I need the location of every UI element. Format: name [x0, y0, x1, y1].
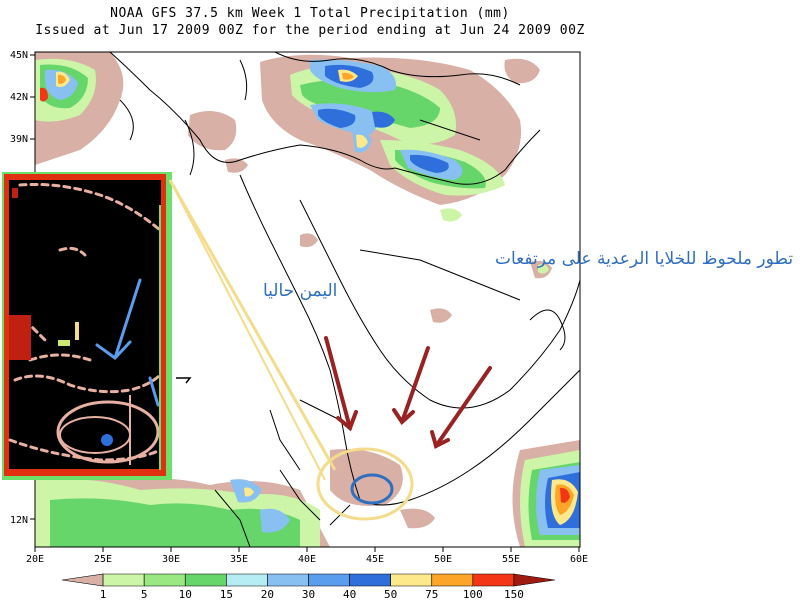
- colorbar-segment: [349, 573, 391, 587]
- colorbar-segment: [61, 573, 104, 587]
- colorbar-label: 50: [384, 588, 397, 600]
- lat-label-45n: 45N: [10, 50, 28, 61]
- colorbar-segment: [390, 573, 433, 587]
- zoom-connector-line-2: [169, 179, 326, 481]
- colorbar-label: 75: [425, 588, 438, 600]
- precipitation-field: [35, 52, 580, 547]
- colorbar-segment: [513, 573, 556, 587]
- colorbar-segment: [308, 573, 350, 587]
- colorbar-segment: [143, 573, 186, 587]
- lon-label-30e: 30E: [162, 554, 180, 565]
- lat-label-12n: 12N: [10, 515, 28, 526]
- lon-label-60e: 60E: [570, 554, 588, 565]
- annotation-line-1: تطور ملحوظ للخلايا الرعدية على مرتفعات: [495, 249, 793, 269]
- highlight-ellipse: [316, 447, 414, 521]
- lat-label-39n: 39N: [10, 134, 28, 145]
- colorbar-label: 40: [343, 588, 356, 600]
- lon-label-35e: 35E: [230, 554, 248, 565]
- colorbar-segment: [431, 573, 474, 587]
- colorbar-label: 10: [179, 588, 192, 600]
- lon-label-50e: 50E: [434, 554, 452, 565]
- colorbar-label: 15: [220, 588, 233, 600]
- lat-label-42n: 42N: [10, 92, 28, 103]
- colorbar-label: 5: [141, 588, 148, 600]
- colorbar-segment: [102, 573, 145, 587]
- map-subtitle: Issued at Jun 17 2009 00Z for the period…: [35, 23, 585, 38]
- inset-storm-dot: [101, 434, 113, 446]
- lon-label-20e: 20E: [26, 554, 44, 565]
- map-title: NOAA GFS 37.5 km Week 1 Total Precipitat…: [110, 6, 510, 21]
- colorbar-segment: [226, 573, 268, 587]
- colorbar-label: 30: [302, 588, 315, 600]
- colorbar-segment: [184, 573, 227, 587]
- colorbar-segment: [267, 573, 309, 587]
- red-arrows: [324, 336, 492, 449]
- zoom-connector-line: [168, 179, 337, 471]
- lon-label-40e: 40E: [298, 554, 316, 565]
- axis-ticks: [30, 54, 580, 552]
- arrow-1: [324, 336, 352, 430]
- colorbar-label: 20: [261, 588, 274, 600]
- satellite-inset: [2, 172, 172, 480]
- arrow-2: [400, 346, 430, 424]
- lon-label-55e: 55E: [502, 554, 520, 565]
- colorbar-segment: [472, 573, 515, 587]
- colorbar-label: 1: [100, 588, 107, 600]
- coastlines: [109, 52, 580, 547]
- colorbar-label: 100: [463, 588, 483, 600]
- annotation-line-2: اليمن حاليا: [263, 281, 337, 301]
- storm-highlight-circle: [350, 473, 394, 505]
- colorbar: 1 5 10 15 20 30 40 50 75 100 150: [61, 573, 556, 600]
- colorbar-label: 150: [504, 588, 524, 600]
- lon-label-45e: 45E: [366, 554, 384, 565]
- lon-label-25e: 25E: [94, 554, 112, 565]
- marker-symbol: [176, 377, 192, 384]
- inset-image: [9, 180, 161, 469]
- arrow-3: [434, 366, 492, 448]
